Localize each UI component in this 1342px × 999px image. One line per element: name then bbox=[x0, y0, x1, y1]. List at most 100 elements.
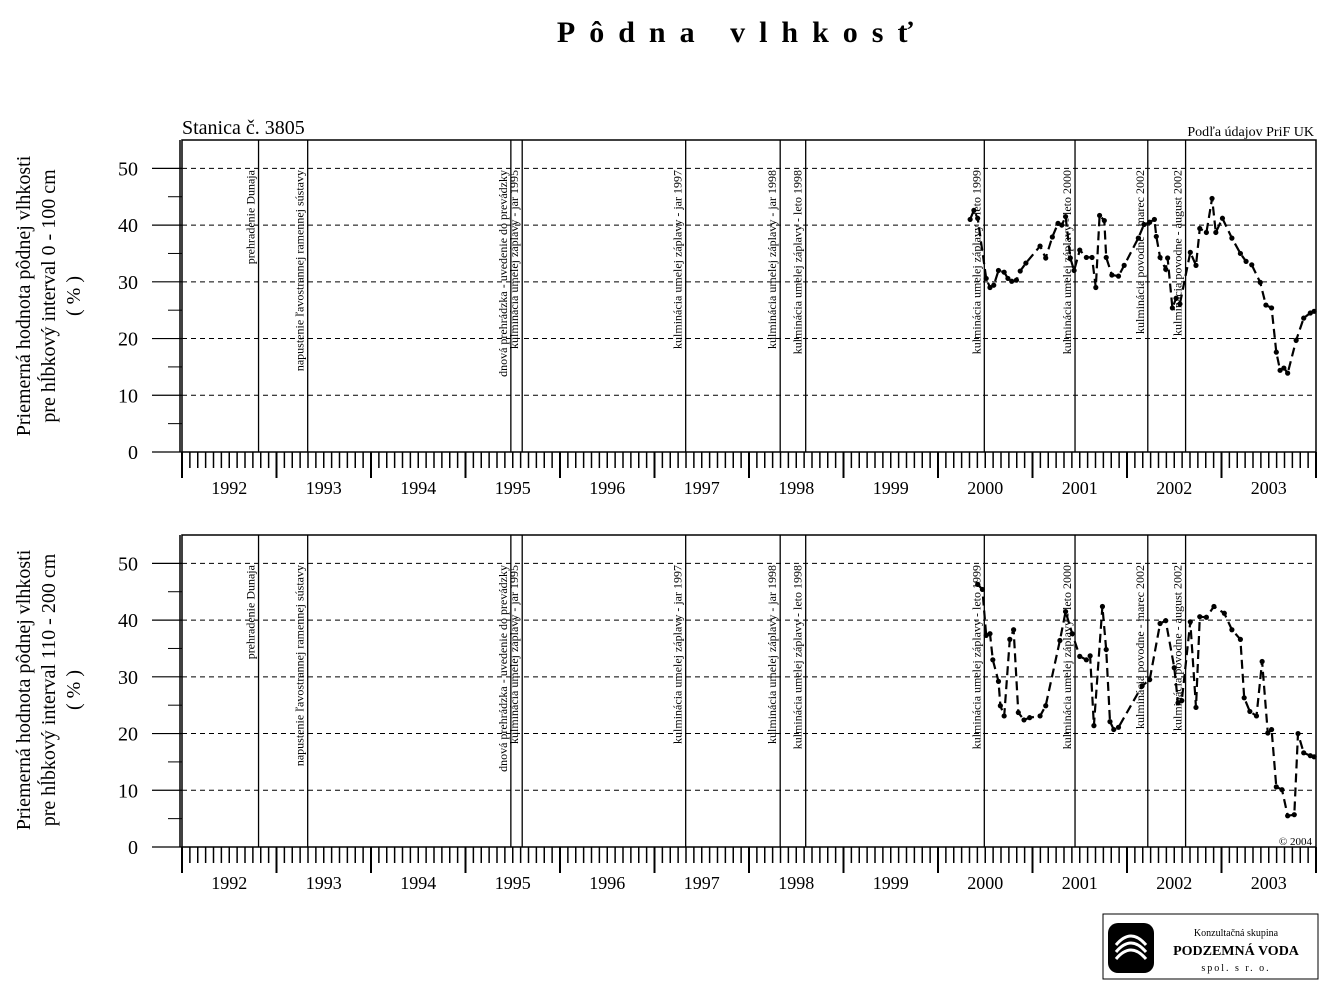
data-point bbox=[1083, 254, 1089, 261]
data-point bbox=[1023, 260, 1029, 266]
event-label: kulminácia umelej záplavy - jar 1995 bbox=[507, 170, 521, 349]
data-point bbox=[1087, 653, 1093, 659]
data-point bbox=[1171, 665, 1177, 671]
data-point bbox=[1101, 217, 1107, 224]
event-label: kulminácia umelej záplavy - leto 1999 bbox=[969, 170, 983, 354]
x-tick-label: 2001 bbox=[1062, 478, 1098, 498]
data-point bbox=[1221, 610, 1227, 616]
data-point bbox=[1243, 258, 1249, 264]
data-point bbox=[1273, 784, 1279, 790]
data-point bbox=[1268, 726, 1275, 733]
logo-icon bbox=[1108, 923, 1154, 973]
data-point bbox=[1091, 723, 1097, 729]
y-tick-label: 30 bbox=[118, 667, 138, 689]
data-point bbox=[1193, 262, 1199, 268]
event-label: kulminácia povodne - august 2002 bbox=[1171, 170, 1185, 336]
data-point bbox=[1005, 275, 1011, 282]
logo-waves bbox=[1114, 934, 1148, 960]
y-tick-label: 50 bbox=[118, 158, 138, 180]
y-tick-label: 0 bbox=[128, 837, 138, 859]
data-point bbox=[995, 678, 1002, 684]
data-point bbox=[1037, 243, 1043, 249]
data-point bbox=[1043, 703, 1049, 709]
data-point bbox=[1179, 698, 1185, 704]
data-point bbox=[1285, 813, 1291, 819]
data-point bbox=[1253, 713, 1260, 719]
data-point bbox=[1139, 683, 1145, 689]
data-point bbox=[1096, 212, 1103, 219]
x-tick-label: 2000 bbox=[967, 478, 1003, 498]
data-point bbox=[1295, 730, 1301, 737]
data-point bbox=[1229, 627, 1235, 633]
data-point bbox=[1187, 249, 1193, 255]
data-point bbox=[967, 216, 973, 223]
x-tick-label: 1999 bbox=[873, 873, 909, 893]
data-point bbox=[1273, 349, 1279, 355]
data-point bbox=[1281, 365, 1287, 371]
data-point bbox=[1268, 305, 1275, 311]
data-point bbox=[1301, 750, 1307, 756]
data-point bbox=[1311, 754, 1317, 760]
data-point bbox=[979, 586, 986, 593]
data-point bbox=[1007, 636, 1013, 642]
source-note: Podľa údajov PriF UK bbox=[1187, 125, 1314, 140]
copyright: © 2004 bbox=[1279, 836, 1313, 848]
data-point bbox=[1121, 262, 1127, 268]
y-axis-label: Priemerná hodnota pôdnej vlhkosti bbox=[13, 549, 35, 830]
data-point bbox=[1241, 695, 1247, 701]
data-point bbox=[1071, 267, 1077, 274]
data-point bbox=[1107, 719, 1113, 725]
y-axis-label: ( % ) bbox=[63, 670, 85, 710]
data-point bbox=[1067, 255, 1073, 261]
logo-line2: PODZEMNÁ VODA bbox=[1173, 942, 1300, 959]
y-tick-label: 50 bbox=[118, 553, 138, 575]
x-tick-label: 1997 bbox=[684, 478, 720, 498]
data-point bbox=[983, 275, 989, 282]
data-point bbox=[1293, 337, 1299, 343]
data-point bbox=[1062, 608, 1069, 615]
data-point bbox=[1187, 619, 1193, 625]
data-point bbox=[987, 284, 993, 291]
event-label: kulminácia umelej záplavy - leto 1998 bbox=[791, 565, 805, 749]
data-point bbox=[1027, 715, 1033, 721]
x-tick-label: 1994 bbox=[400, 478, 436, 498]
x-tick-label: 1994 bbox=[400, 873, 436, 893]
event-label: kulminácia povodne - marec 2002 bbox=[1133, 170, 1147, 334]
event-label: napustenie ľavostrannej ramennej sústavy bbox=[293, 565, 307, 766]
data-point bbox=[1277, 367, 1283, 373]
data-point bbox=[1285, 370, 1291, 376]
data-point bbox=[1115, 273, 1122, 279]
data-point bbox=[1057, 637, 1063, 644]
data-point bbox=[1093, 284, 1099, 291]
x-tick-label: 1998 bbox=[778, 478, 814, 498]
data-point bbox=[1237, 636, 1243, 642]
data-point bbox=[1237, 250, 1243, 257]
data-point bbox=[1147, 219, 1153, 225]
data-point bbox=[1265, 730, 1271, 736]
event-label: kulminácia povodne - marec 2002 bbox=[1133, 565, 1147, 729]
data-point bbox=[971, 207, 977, 213]
data-point bbox=[1083, 657, 1089, 663]
data-point bbox=[1249, 262, 1255, 268]
data-point bbox=[1135, 235, 1141, 241]
data-point bbox=[1197, 614, 1203, 620]
data-line bbox=[976, 583, 1315, 818]
data-point bbox=[1151, 216, 1158, 223]
data-point bbox=[1015, 709, 1021, 716]
data-point bbox=[1009, 278, 1015, 284]
x-tick-label: 1996 bbox=[589, 478, 625, 498]
x-tick-label: 1995 bbox=[495, 478, 531, 498]
event-label: kulminácia umelej záplavy - leto 1999 bbox=[969, 565, 983, 749]
event-label: napustenie ľavostrannej ramennej sústavy bbox=[293, 170, 307, 371]
data-point bbox=[975, 215, 981, 221]
x-tick-label: 1992 bbox=[211, 478, 247, 498]
x-tick-label: 1992 bbox=[211, 873, 247, 893]
data-point bbox=[1141, 221, 1147, 228]
y-tick-label: 0 bbox=[128, 442, 138, 464]
data-point bbox=[1203, 229, 1209, 236]
event-label: prehradenie Dunaja bbox=[244, 169, 258, 264]
subtitle: Stanica č. 3805 bbox=[182, 117, 305, 139]
x-tick-label: 1993 bbox=[306, 873, 342, 893]
title: Pôdna vlhkosť bbox=[557, 16, 927, 49]
data-point bbox=[1197, 225, 1203, 232]
